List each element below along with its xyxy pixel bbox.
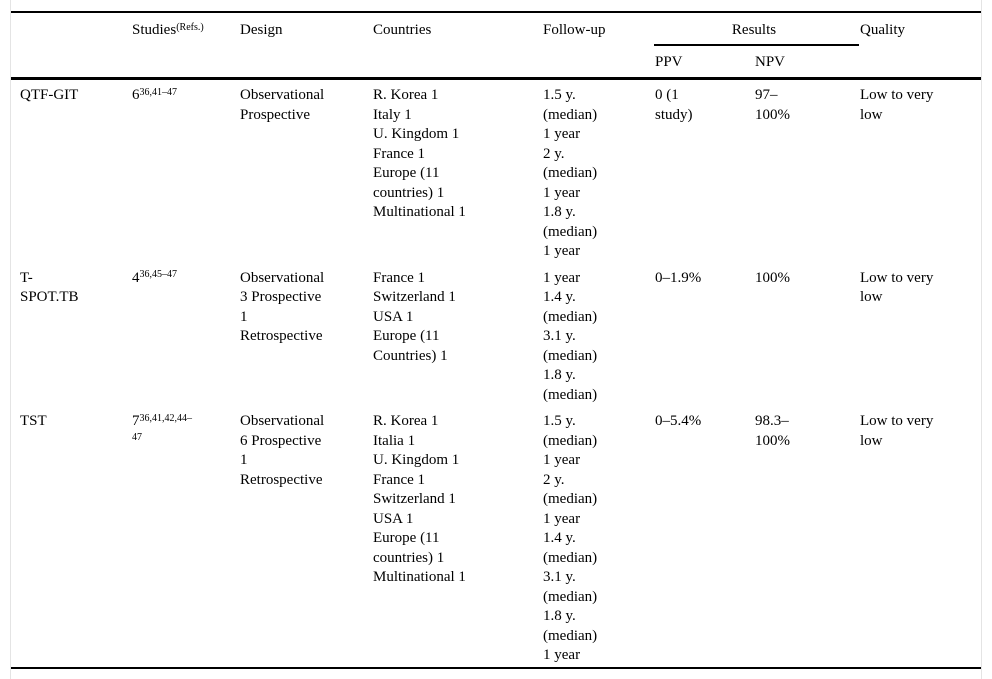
cell-followup: 1 year 1.4 y. (median) 3.1 y. (median) 1… <box>543 269 598 403</box>
header-row-main: Studies(Refs.) Design Countries Follow-u… <box>11 12 981 46</box>
cell-studies: 736,41,42,44– 47 <box>131 406 239 668</box>
header-design: Design <box>240 22 283 38</box>
header-test <box>11 12 131 79</box>
table-row-qtf-git: QTF-GIT 636,41–47 Observational Prospect… <box>11 79 981 263</box>
header-ppv: PPV <box>655 54 683 70</box>
cell-countries: R. Korea 1 Italy 1 U. Kingdom 1 France 1… <box>373 87 466 220</box>
studies-refs: 36,45–47 <box>139 269 178 280</box>
cell-test: T- SPOT.TB <box>20 269 79 306</box>
evidence-summary-table: Studies(Refs.) Design Countries Follow-u… <box>11 11 981 669</box>
studies-refs: 36,41,42,44– 47 <box>132 412 192 443</box>
studies-count: 7 <box>132 413 140 429</box>
cell-quality: Low to very low <box>860 413 934 449</box>
header-studies-label: Studies <box>132 22 177 38</box>
cell-studies: 436,45–47 <box>131 263 239 407</box>
table-header: Studies(Refs.) Design Countries Follow-u… <box>11 12 981 79</box>
cell-test: QTF-GIT <box>20 87 79 103</box>
studies-count: 4 <box>132 269 140 286</box>
header-studies-refs-sup: (Refs.) <box>176 21 204 33</box>
header-row-sub: PPV NPV <box>11 45 981 79</box>
studies-count: 6 <box>132 87 140 103</box>
table-row-tst: TST 736,41,42,44– 47 Observational 6 Pro… <box>11 406 981 668</box>
studies-refs: 36,41–47 <box>139 86 178 98</box>
cell-ppv: 0–1.9% <box>655 269 702 286</box>
cell-ppv: 0–5.4% <box>655 413 702 429</box>
header-studies: Studies(Refs.) <box>131 12 239 79</box>
cell-quality: Low to very low <box>860 87 934 123</box>
cell-countries: R. Korea 1 Italia 1 U. Kingdom 1 France … <box>373 413 466 585</box>
table-body: QTF-GIT 636,41–47 Observational Prospect… <box>11 79 981 668</box>
cell-test: TST <box>20 413 47 429</box>
table-row-t-spot-tb: T- SPOT.TB 436,45–47 Observational 3 Pro… <box>11 263 981 407</box>
header-followup: Follow-up <box>543 22 606 38</box>
header-quality: Quality <box>860 22 905 38</box>
header-npv: NPV <box>755 54 786 70</box>
cell-npv: 98.3– 100% <box>755 413 790 449</box>
cell-studies: 636,41–47 <box>131 79 239 263</box>
cell-design: Observational Prospective <box>240 87 325 123</box>
header-countries: Countries <box>373 22 432 38</box>
cell-npv: 100% <box>755 269 790 286</box>
cell-countries: France 1 Switzerland 1 USA 1 Europe (11 … <box>373 269 456 364</box>
cell-design: Observational 3 Prospective 1 Retrospect… <box>240 269 325 345</box>
cell-design: Observational 6 Prospective 1 Retrospect… <box>240 413 325 488</box>
cell-followup: 1.5 y. (median) 1 year 2 y. (median) 1 y… <box>543 87 598 259</box>
table-frame: Studies(Refs.) Design Countries Follow-u… <box>10 0 982 679</box>
cell-ppv: 0 (1 study) <box>655 87 693 123</box>
cell-quality: Low to very low <box>860 269 934 306</box>
cell-followup: 1.5 y. (median) 1 year 2 y. (median) 1 y… <box>543 413 598 663</box>
cell-npv: 97– 100% <box>755 87 790 123</box>
header-results-group: Results <box>654 12 859 46</box>
